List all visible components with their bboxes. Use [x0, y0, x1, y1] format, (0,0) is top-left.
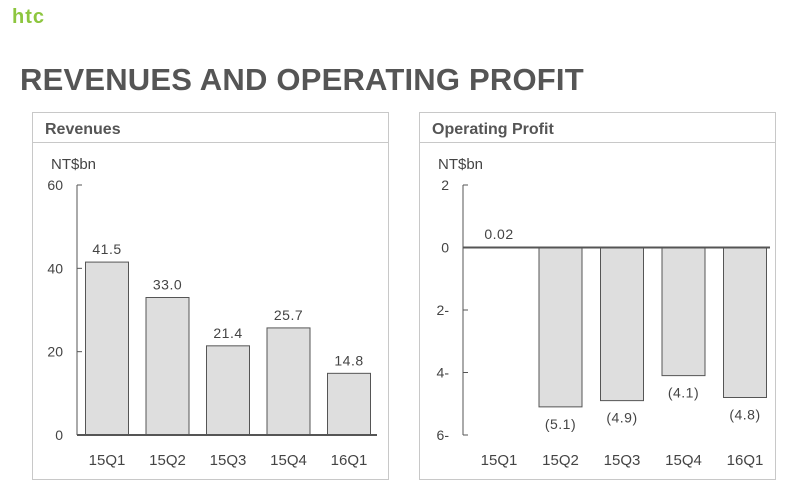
revenues-chart-title: Revenues [33, 113, 388, 143]
y-tick-label: 6- [437, 427, 450, 443]
data-label: 41.5 [92, 241, 121, 257]
data-label: 14.8 [334, 352, 363, 368]
operating-profit-chart: NT$bn 2 0 2- 4- 6- 0.02 15Q1 (5.1) 15Q2 (4.9) 15Q3 (… [437, 156, 770, 469]
category-label: 15Q2 [542, 452, 579, 469]
category-label: 15Q3 [604, 452, 641, 469]
bar-15q4 [266, 327, 311, 436]
category-label: 15Q3 [210, 452, 247, 469]
data-label: (5.1) [545, 416, 576, 432]
bar-15q3 [600, 247, 644, 402]
data-label: (4.1) [668, 385, 699, 401]
data-label: (4.9) [606, 410, 637, 426]
data-label: 25.7 [274, 307, 303, 323]
bar-15q2 [538, 247, 583, 408]
y-tick-label: 0 [441, 240, 449, 256]
category-label: 15Q1 [89, 452, 126, 469]
data-label: 33.0 [153, 277, 182, 293]
y-axis-unit-label: NT$bn [438, 156, 483, 173]
y-tick-label: 2- [437, 302, 450, 318]
operating-profit-chart-title: Operating Profit [420, 113, 775, 143]
category-label: 15Q4 [270, 452, 307, 469]
y-tick-label: 20 [47, 344, 63, 360]
bar-15q3 [206, 345, 250, 436]
category-label: 16Q1 [727, 452, 764, 469]
y-tick-label: 2 [441, 177, 449, 193]
category-label: 16Q1 [331, 452, 368, 469]
revenues-chart: NT$bn 0 20 40 60 41.5 15Q1 33.0 15Q2 21.4 15Q3 25.7… [47, 156, 377, 469]
y-tick-label: 60 [47, 177, 63, 193]
data-label: (4.8) [729, 407, 760, 423]
y-tick-label: 40 [47, 260, 63, 276]
y-tick-label: 0 [55, 427, 63, 443]
category-label: 15Q1 [481, 452, 518, 469]
bar-16q1 [327, 372, 371, 436]
data-label: 21.4 [213, 325, 242, 341]
y-tick-label: 4- [437, 365, 450, 381]
revenues-chart-panel: Revenues NT$bn 0 20 40 60 41.5 15Q1 33.0 15Q2 21.… [32, 112, 389, 480]
bar-15q1 [85, 261, 129, 436]
bar-16q1 [723, 247, 767, 398]
bar-15q4 [661, 247, 706, 377]
page-title: REVENUES AND OPERATING PROFIT [20, 62, 584, 97]
htc-logo: htc [12, 6, 45, 28]
bar-15q2 [145, 297, 190, 436]
category-label: 15Q2 [149, 452, 186, 469]
data-label: 0.02 [484, 226, 513, 242]
category-label: 15Q4 [665, 452, 702, 469]
operating-profit-chart-panel: Operating Profit NT$bn 2 0 2- 4- 6- 0.02 15Q1 (5… [419, 112, 776, 480]
y-axis-unit-label: NT$bn [51, 156, 96, 173]
